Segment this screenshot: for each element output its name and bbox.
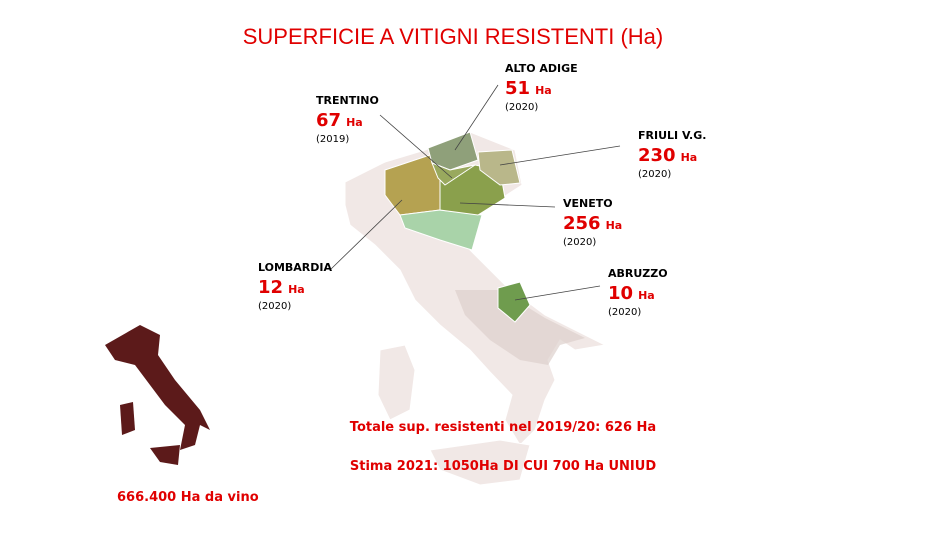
region-year: (2020)	[563, 237, 596, 248]
region-value-line: 256 Ha	[563, 213, 622, 234]
region-unit: Ha	[606, 219, 623, 232]
region-value-line: 12 Ha	[258, 277, 305, 298]
region-name: LOMBARDIA	[258, 261, 333, 274]
region-unit: Ha	[535, 84, 552, 97]
region-year: (2020)	[638, 169, 671, 180]
region-year: (2020)	[608, 307, 641, 318]
regions	[384, 131, 531, 323]
region-unit: Ha	[346, 116, 363, 129]
south-hatch	[455, 290, 585, 365]
region-unit: Ha	[288, 283, 305, 296]
region-unit: Ha	[638, 289, 655, 302]
leader-lines	[329, 84, 621, 301]
region-unit: Ha	[681, 151, 698, 164]
region-year: (2020)	[258, 301, 291, 312]
region-year: (2019)	[316, 134, 349, 145]
region-year: (2020)	[505, 102, 538, 113]
small-italy	[105, 325, 210, 465]
region-value: 256	[563, 213, 601, 234]
region-value-line: 10 Ha	[608, 283, 655, 304]
region-value-line: 51 Ha	[505, 78, 552, 99]
region-value: 10	[608, 283, 633, 304]
estimate-line: Stima 2021: 1050Ha DI CUI 700 Ha UNIUD	[350, 459, 656, 474]
region-value: 230	[638, 145, 676, 166]
region-value: 67	[316, 110, 341, 131]
region-name: ABRUZZO	[608, 267, 668, 280]
region-value-line: 230 Ha	[638, 145, 697, 166]
region-labels: ALTO ADIGE 51 Ha (2020) TRENTINO 67 Ha (2019) FR…	[258, 62, 706, 318]
total-line: Totale sup. resistenti nel 2019/20: 626 …	[350, 420, 656, 435]
region-value: 12	[258, 277, 283, 298]
region-name: ALTO ADIGE	[505, 62, 578, 75]
region-value-line: 67 Ha	[316, 110, 363, 131]
national-label: 666.400 Ha da vino	[117, 490, 259, 505]
region-name: VENETO	[563, 197, 613, 210]
region-value: 51	[505, 78, 530, 99]
title: SUPERFICIE A VITIGNI RESISTENTI (Ha)	[243, 24, 664, 49]
region-name: TRENTINO	[316, 94, 379, 107]
region-name: FRIULI V.G.	[638, 129, 706, 142]
